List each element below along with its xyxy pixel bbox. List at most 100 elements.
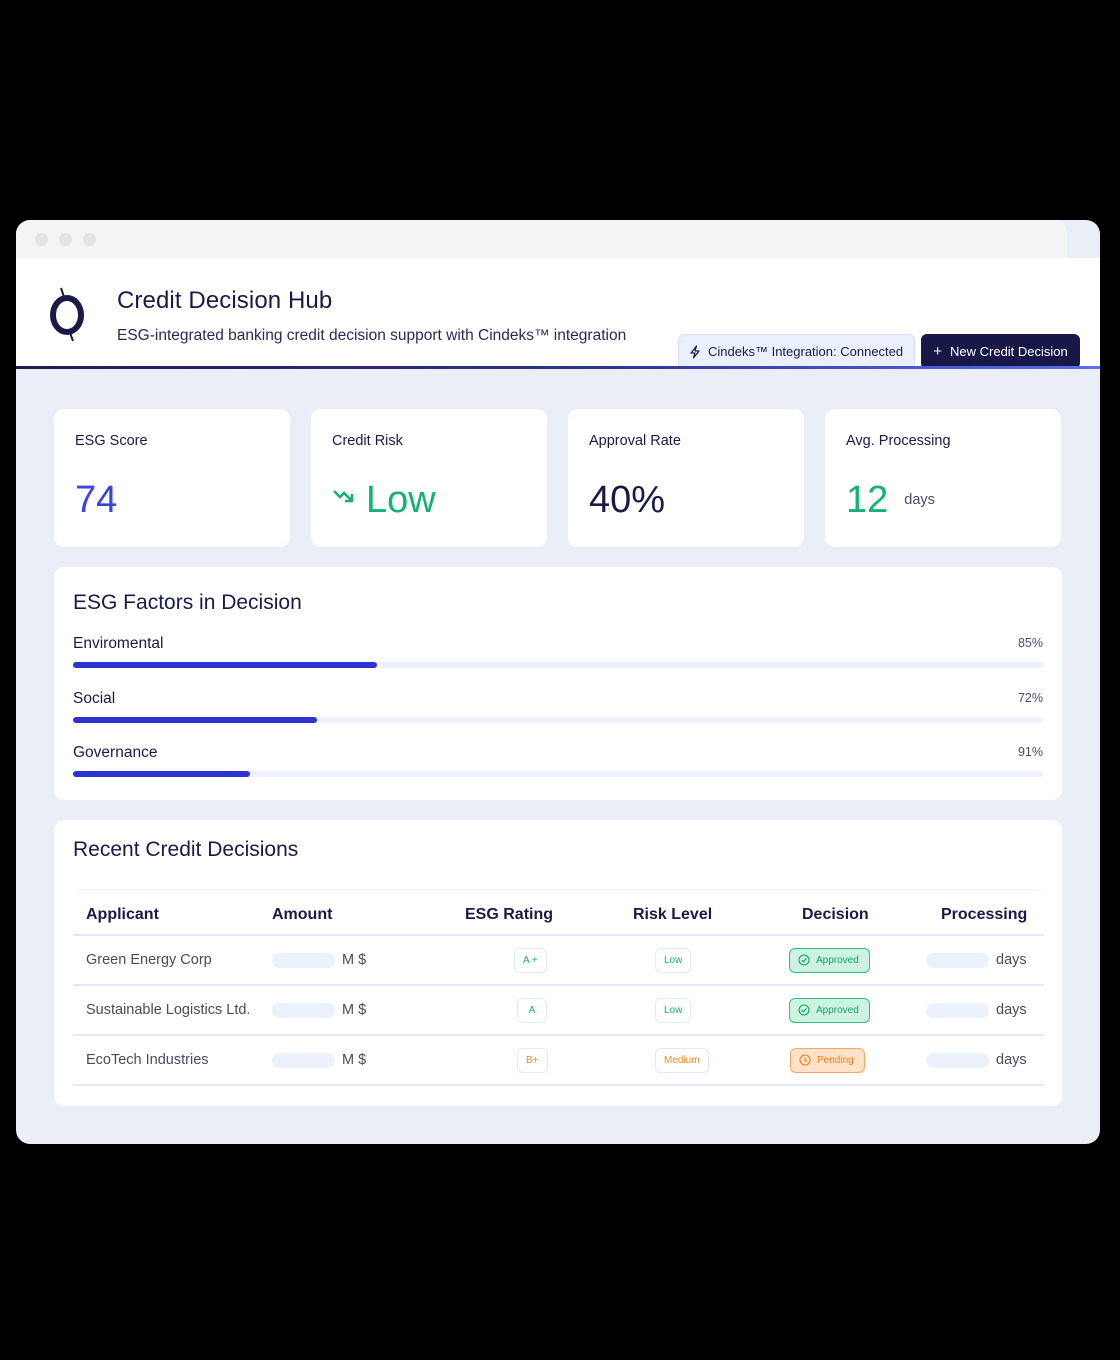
column-header-risk-level[interactable]: Risk Level [633, 906, 713, 923]
recent-decisions-panel: Recent Credit Decisions Applicant Amount… [54, 820, 1062, 1106]
amount-unit: M $ [342, 1052, 367, 1068]
factor-governance: Governance 91% [73, 744, 1043, 784]
amount-unit: M $ [342, 952, 367, 968]
stat-unit: days [904, 492, 935, 508]
integration-status-label: Cindeks™ Integration: Connected [708, 344, 904, 359]
progress-fill [73, 771, 250, 777]
processing-placeholder [926, 1002, 989, 1018]
decisions-table: Applicant Amount ESG Rating Risk Level D… [73, 890, 1044, 1086]
section-title: Recent Credit Decisions [73, 838, 299, 861]
processing-unit: days [996, 1052, 1027, 1068]
integration-status-badge[interactable]: Cindeks™ Integration: Connected [678, 334, 915, 369]
risk-level-cell: Low [655, 986, 692, 1034]
factor-environmental: Enviromental 85% [73, 635, 1043, 675]
factor-name: Social [73, 690, 116, 707]
table-row[interactable]: Sustainable Logistics Ltd. M $ A Low [73, 986, 1044, 1036]
section-title: ESG Factors in Decision [73, 591, 302, 614]
factor-percent: 91% [1017, 745, 1043, 759]
header-divider [16, 366, 1100, 369]
decision-cell: Approved [789, 936, 870, 984]
check-circle-icon [798, 954, 810, 966]
stat-card-esg-score: ESG Score 74 [54, 409, 290, 547]
stat-label: Credit Risk [332, 433, 403, 449]
esg-rating-cell: A [517, 986, 547, 1034]
table-header: Applicant Amount ESG Rating Risk Level D… [73, 890, 1044, 936]
decision-label: Pending [817, 1054, 854, 1066]
decision-cell: Pending [790, 1036, 865, 1084]
processing-cell: days [926, 936, 1027, 984]
processing-unit: days [996, 952, 1027, 968]
factor-social: Social 72% [73, 690, 1043, 730]
esg-rating-badge: A + [514, 947, 547, 973]
app-window: Credit Decision Hub ESG-integrated banki… [16, 220, 1100, 1144]
stat-card-credit-risk: Credit Risk Low [311, 409, 547, 547]
cindeks-logo-icon [50, 287, 84, 342]
decision-status-badge: Approved [789, 947, 870, 973]
decision-label: Approved [816, 1004, 859, 1016]
decision-label: Approved [816, 954, 859, 966]
factor-name: Governance [73, 744, 158, 761]
window-titlebar [16, 220, 1067, 258]
new-credit-decision-label: New Credit Decision [950, 344, 1068, 359]
column-header-amount[interactable]: Amount [272, 906, 333, 923]
lightning-icon [690, 344, 700, 359]
stat-label: Approval Rate [589, 433, 681, 449]
column-header-decision[interactable]: Decision [802, 906, 869, 923]
risk-level-cell: Medium [655, 1036, 709, 1084]
amount-cell: M $ [272, 1036, 366, 1084]
risk-level-badge: Medium [655, 1047, 709, 1073]
app-header: Credit Decision Hub ESG-integrated banki… [16, 258, 1100, 369]
amount-cell: M $ [272, 986, 366, 1034]
amount-placeholder [272, 1002, 335, 1018]
stat-card-approval-rate: Approval Rate 40% [568, 409, 804, 547]
applicant-name: Green Energy Corp [86, 952, 212, 968]
stat-value-wrap: Low [332, 477, 436, 523]
esg-rating-cell: B+ [517, 1036, 548, 1084]
progress-fill [73, 717, 317, 723]
trending-down-icon [333, 490, 354, 503]
new-credit-decision-button[interactable]: + New Credit Decision [921, 334, 1080, 369]
factor-percent: 72% [1017, 691, 1043, 705]
processing-placeholder [926, 1052, 989, 1068]
progress-fill [73, 662, 377, 668]
stat-value: Low [366, 479, 436, 521]
factor-name: Enviromental [73, 635, 164, 652]
column-header-processing[interactable]: Processing [941, 906, 1028, 923]
esg-factors-panel: ESG Factors in Decision Enviromental 85%… [54, 567, 1062, 800]
stat-value: 74 [75, 479, 118, 521]
processing-unit: days [996, 1002, 1027, 1018]
plus-icon: + [933, 343, 942, 360]
risk-level-cell: Low [655, 936, 692, 984]
decision-cell: Approved [789, 986, 870, 1034]
window-close-dot[interactable] [35, 233, 48, 246]
processing-cell: days [926, 986, 1027, 1034]
stat-label: Avg. Processing [846, 433, 951, 449]
check-circle-icon [798, 1004, 810, 1016]
stat-card-avg-processing: Avg. Processing 12 days [825, 409, 1061, 547]
applicant-name: Sustainable Logistics Ltd. [86, 1002, 251, 1018]
amount-unit: M $ [342, 1002, 367, 1018]
esg-rating-cell: A + [514, 936, 547, 984]
stat-value-wrap: 12 days [846, 477, 935, 523]
amount-cell: M $ [272, 936, 366, 984]
column-header-esg-rating[interactable]: ESG Rating [465, 906, 554, 923]
progress-track [73, 662, 1043, 668]
amount-placeholder [272, 952, 335, 968]
stat-value: 12 [846, 479, 889, 521]
window-maximize-dot[interactable] [83, 233, 96, 246]
progress-track [73, 771, 1043, 777]
page-subtitle: ESG-integrated banking credit decision s… [117, 327, 627, 344]
page-title: Credit Decision Hub [117, 287, 333, 314]
clock-icon [799, 1054, 811, 1066]
table-row[interactable]: EcoTech Industries M $ B+ Medium [73, 1036, 1044, 1086]
decision-status-badge: Approved [789, 997, 870, 1023]
column-header-applicant[interactable]: Applicant [86, 906, 159, 923]
risk-level-badge: Low [655, 947, 692, 973]
table-row[interactable]: Green Energy Corp M $ A + Low [73, 936, 1044, 986]
processing-placeholder [926, 952, 989, 968]
window-minimize-dot[interactable] [59, 233, 72, 246]
stat-value: 40% [589, 479, 666, 521]
applicant-name: EcoTech Industries [86, 1052, 209, 1068]
risk-level-badge: Low [655, 997, 692, 1023]
esg-rating-badge: A [517, 997, 547, 1023]
